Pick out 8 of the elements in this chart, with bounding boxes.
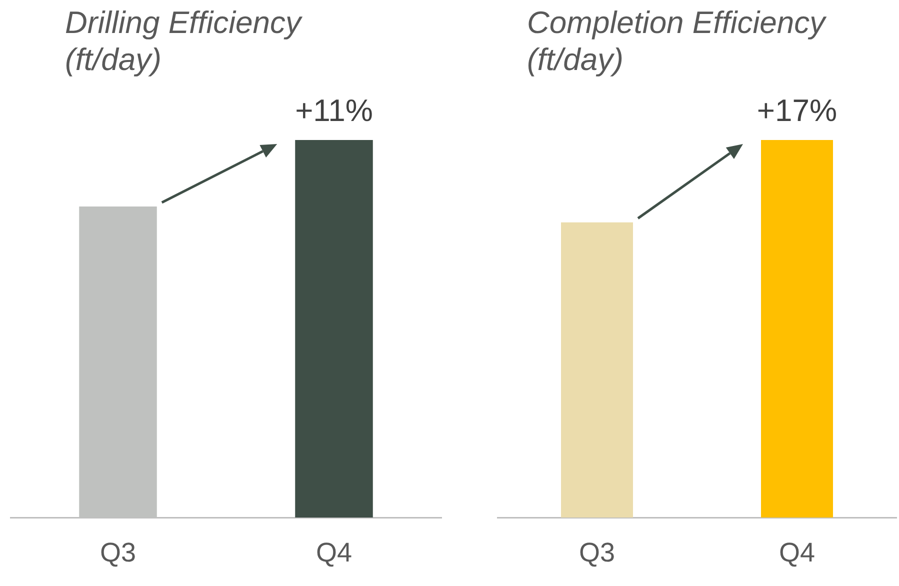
x-tick-label: Q3 <box>100 537 136 568</box>
annotation: +11% <box>295 93 373 128</box>
chart-title: Completion Efficiency (ft/day) <box>527 4 828 78</box>
x-tick-label: Q4 <box>778 537 816 568</box>
x-tick-label: Q3 <box>578 537 616 568</box>
x-tick-label: Q4 <box>316 537 352 568</box>
annotation: +17% <box>756 93 838 128</box>
chart-title: Drilling Efficiency (ft/day) <box>65 4 304 78</box>
